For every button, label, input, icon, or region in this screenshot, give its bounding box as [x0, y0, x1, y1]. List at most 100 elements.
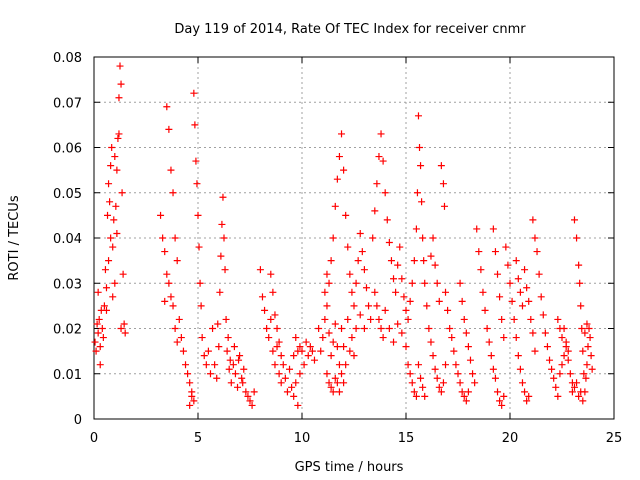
data-point	[586, 334, 594, 342]
data-point	[104, 211, 112, 219]
data-point	[402, 306, 410, 314]
data-point	[456, 379, 464, 387]
data-point	[577, 388, 585, 396]
data-point	[202, 361, 210, 369]
data-point	[331, 374, 339, 382]
data-point	[379, 334, 387, 342]
data-point	[583, 320, 591, 328]
data-point	[346, 347, 354, 355]
data-point	[286, 365, 294, 373]
data-point	[344, 243, 352, 251]
data-point	[398, 275, 406, 283]
data-point	[217, 252, 225, 260]
y-tick-label: 0.06	[53, 142, 82, 157]
data-point	[169, 302, 177, 310]
data-point	[533, 248, 541, 256]
data-point	[225, 365, 233, 373]
data-point	[523, 284, 531, 292]
y-tick-label: 0.04	[53, 232, 82, 247]
data-point	[460, 315, 468, 323]
data-point	[300, 361, 308, 369]
data-point	[406, 297, 414, 305]
data-point	[288, 383, 296, 391]
data-point	[558, 361, 566, 369]
data-point	[197, 302, 205, 310]
data-point	[298, 347, 306, 355]
data-point	[450, 347, 458, 355]
data-point	[315, 325, 323, 332]
data-point	[481, 306, 489, 314]
data-point	[281, 374, 289, 382]
data-point	[119, 270, 127, 278]
data-point	[556, 370, 564, 378]
data-point	[560, 352, 568, 360]
data-point	[167, 293, 175, 301]
data-point	[101, 266, 109, 274]
data-point	[446, 325, 454, 332]
data-point	[506, 279, 514, 287]
data-point	[317, 347, 325, 355]
data-point	[277, 379, 285, 387]
data-point	[265, 334, 273, 342]
data-point	[329, 388, 337, 396]
data-point	[113, 166, 121, 174]
data-point	[412, 225, 420, 233]
data-point	[173, 338, 181, 346]
data-point	[539, 311, 547, 319]
data-point	[350, 352, 358, 360]
data-point	[121, 329, 129, 337]
data-point	[346, 270, 354, 278]
axis-ticks	[93, 56, 615, 420]
data-point	[419, 383, 427, 391]
data-point	[190, 89, 198, 97]
data-point	[525, 392, 533, 400]
data-point	[570, 383, 578, 391]
data-point	[275, 370, 283, 378]
data-point	[552, 383, 560, 391]
data-point	[365, 302, 373, 310]
data-point	[573, 379, 581, 387]
axis-tick-labels: 0 5 10 15 20 25 0 0.01 0.02 0.03 0.04 0.05 0.06 0.07 0…	[53, 51, 622, 446]
data-point	[573, 234, 581, 242]
data-point	[473, 225, 481, 233]
data-point	[420, 257, 428, 265]
data-point	[215, 343, 223, 351]
data-point	[333, 379, 341, 387]
data-point	[340, 343, 348, 351]
data-point	[466, 356, 474, 364]
data-point	[442, 288, 450, 296]
data-point	[477, 266, 485, 274]
data-point	[504, 261, 512, 269]
data-point	[462, 329, 470, 337]
data-point	[338, 370, 346, 378]
data-point	[381, 306, 389, 314]
data-point	[518, 379, 526, 387]
data-point	[236, 352, 244, 360]
data-point	[362, 284, 370, 292]
data-point	[541, 329, 549, 337]
data-point	[578, 325, 586, 332]
data-point	[323, 302, 331, 310]
data-point	[340, 166, 348, 174]
data-point	[261, 306, 269, 314]
data-point	[385, 325, 393, 332]
data-point	[356, 229, 364, 237]
data-point	[269, 288, 277, 296]
data-point	[568, 388, 576, 396]
data-point	[494, 388, 502, 396]
data-point	[414, 361, 422, 369]
data-point	[410, 388, 418, 396]
data-point	[566, 370, 574, 378]
data-point	[290, 392, 298, 400]
data-point	[516, 365, 524, 373]
data-point	[161, 297, 169, 305]
data-point	[373, 180, 381, 188]
data-point	[512, 334, 520, 342]
data-point	[404, 361, 412, 369]
data-point	[514, 275, 522, 283]
data-point	[575, 261, 583, 269]
data-point	[583, 361, 591, 369]
data-point	[256, 266, 264, 274]
data-point	[385, 239, 393, 247]
data-point	[238, 374, 246, 382]
